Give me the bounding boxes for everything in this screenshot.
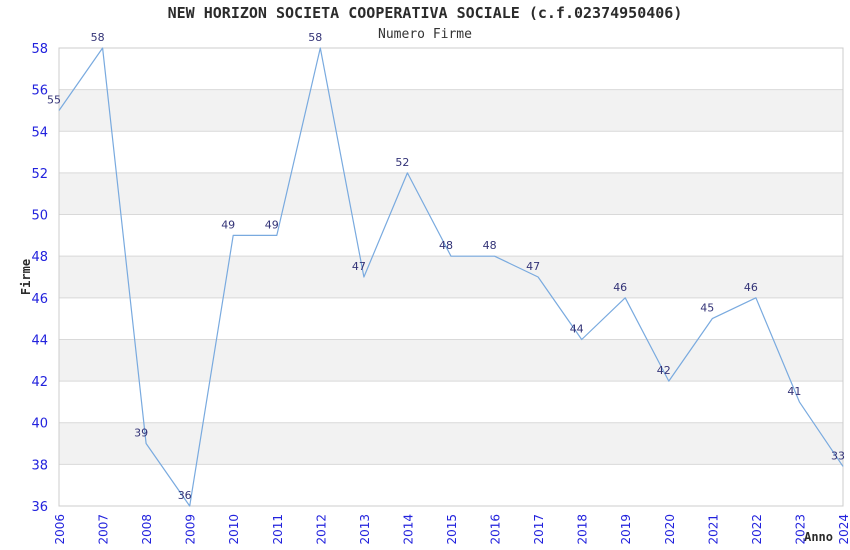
y-tick-label: 42 (31, 375, 48, 390)
chart-title: NEW HORIZON SOCIETA COOPERATIVA SOCIALE … (167, 4, 683, 22)
data-label: 46 (613, 281, 627, 294)
y-tick-label: 56 (31, 84, 48, 99)
y-tick-label: 38 (31, 458, 48, 473)
x-tick-label: 2012 (314, 514, 328, 545)
x-tick-label: 2015 (445, 514, 459, 545)
x-tick-label: 2020 (663, 514, 677, 545)
band (59, 339, 843, 382)
x-tick-label: 2016 (489, 514, 503, 545)
y-tick-label: 46 (31, 292, 48, 307)
data-label: 49 (265, 218, 279, 231)
y-tick-label: 54 (31, 125, 48, 140)
x-tick-label: 2013 (358, 514, 372, 545)
x-tick-label: 2022 (750, 514, 764, 545)
data-label: 52 (395, 156, 409, 169)
data-label: 58 (308, 31, 322, 44)
data-label: 42 (657, 364, 671, 377)
y-tick-label: 50 (31, 209, 48, 224)
y-tick-label: 36 (31, 500, 48, 515)
x-tick-label: 2011 (271, 514, 285, 545)
x-tick-label: 2024 (837, 514, 850, 545)
data-label: 49 (221, 218, 235, 231)
y-tick-label: 44 (31, 333, 48, 348)
data-label: 44 (570, 323, 584, 336)
x-tick-label: 2018 (576, 514, 590, 545)
y-axis-title: Firme (19, 259, 33, 295)
data-label: 41 (787, 385, 801, 398)
data-label: 33 (831, 449, 845, 462)
data-label: 48 (483, 239, 497, 252)
y-tick-label: 48 (31, 250, 48, 265)
band (59, 256, 843, 298)
data-label: 55 (47, 94, 61, 107)
y-tick-label: 58 (31, 42, 48, 57)
y-tick-label: 40 (31, 417, 48, 432)
data-label: 47 (526, 260, 540, 273)
data-label: 39 (134, 427, 148, 440)
band (59, 172, 843, 215)
x-tick-label: 2006 (53, 514, 67, 545)
band (59, 422, 843, 465)
data-label: 45 (700, 302, 714, 315)
x-tick-label: 2023 (793, 514, 807, 545)
plot-border (58, 47, 844, 507)
data-label: 48 (439, 239, 453, 252)
chart-subtitle: Numero Firme (378, 27, 472, 42)
y-tick-label: 52 (31, 167, 48, 182)
data-label: 58 (91, 31, 105, 44)
x-tick-label: 2017 (532, 514, 546, 545)
x-tick-label: 2008 (140, 514, 154, 545)
x-tick-label: 2021 (706, 514, 720, 545)
x-tick-label: 2019 (619, 514, 633, 545)
band (59, 89, 843, 132)
x-axis-title: Anno (804, 530, 833, 544)
data-label: 46 (744, 281, 758, 294)
x-tick-label: 2007 (97, 514, 111, 545)
series-line (58, 47, 844, 507)
data-label: 36 (178, 489, 192, 502)
x-tick-label: 2014 (401, 514, 415, 545)
data-label: 47 (352, 260, 366, 273)
x-tick-label: 2010 (227, 514, 241, 545)
x-tick-label: 2009 (184, 514, 198, 545)
